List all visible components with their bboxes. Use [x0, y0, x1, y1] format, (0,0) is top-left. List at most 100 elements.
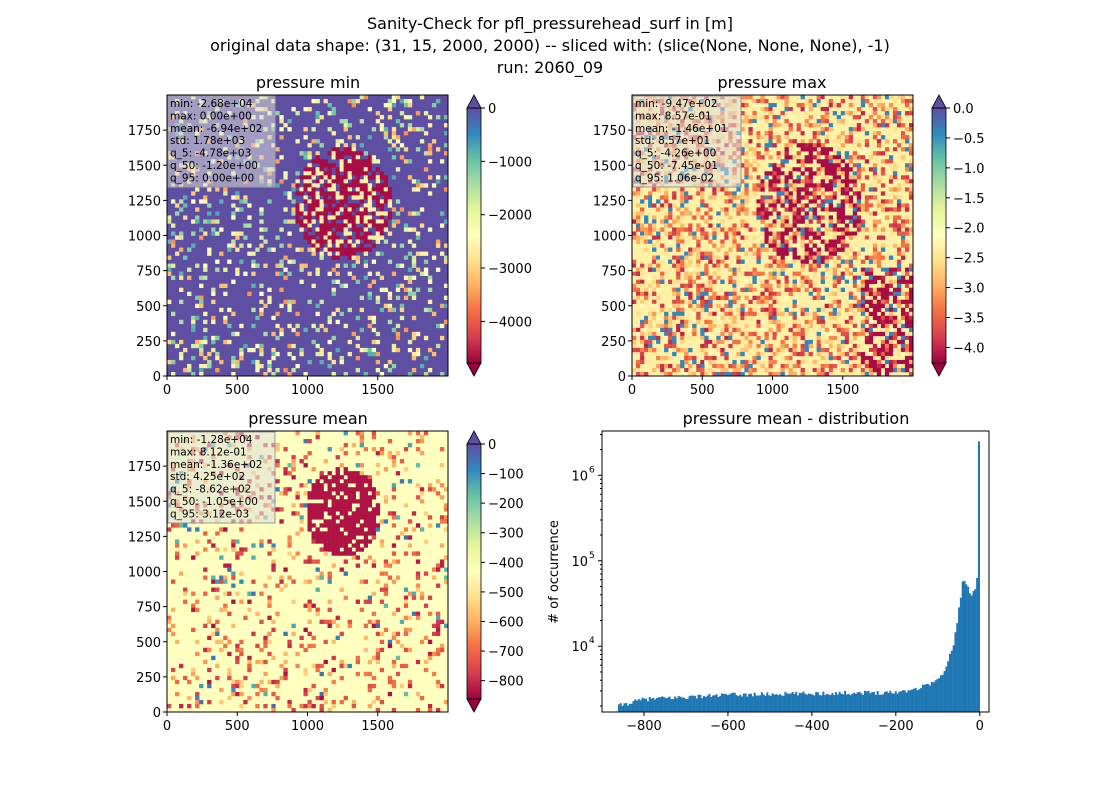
heatmap-cell	[347, 175, 352, 180]
heatmap-cell	[704, 347, 709, 353]
heatmap-cell	[347, 191, 352, 196]
heatmap-cell	[371, 347, 377, 353]
heatmap-cell	[219, 579, 224, 584]
heatmap-cell	[419, 271, 425, 276]
heatmap-cell	[403, 627, 409, 633]
heatmap-cell	[796, 359, 801, 365]
heatmap-cell	[880, 227, 886, 232]
heatmap-cell	[355, 539, 360, 544]
heatmap-cell	[343, 227, 348, 232]
heatmap-cell	[796, 155, 801, 160]
heatmap-cell	[804, 287, 809, 292]
heatmap-cell	[367, 239, 373, 244]
heatmap-cell	[640, 279, 645, 284]
heatmap-cell	[784, 335, 789, 341]
heatmap-cell	[303, 183, 308, 188]
heatmap-cell	[780, 235, 785, 240]
heatmap-cell	[848, 311, 854, 317]
heatmap-cell	[828, 251, 834, 256]
heatmap-cell	[852, 191, 858, 196]
heatmap-cell	[343, 539, 348, 544]
heatmap-cell	[680, 195, 685, 200]
heatmap-cell	[736, 247, 741, 252]
heatmap-cell	[379, 231, 385, 236]
stats-line: std: 1.78e+03	[170, 135, 245, 147]
heatmap-cell	[367, 203, 373, 208]
heatmap-cell	[375, 223, 381, 228]
heatmap-cell	[327, 183, 332, 188]
heatmap-cell	[175, 639, 180, 645]
heatmap-cell	[756, 139, 761, 144]
heatmap-cell	[892, 139, 898, 144]
heatmap-cell	[808, 267, 813, 272]
heatmap-cell	[251, 359, 256, 365]
heatmap-cell	[772, 255, 777, 260]
heatmap-cell	[331, 655, 336, 661]
heatmap-cell	[279, 243, 284, 248]
heatmap-cell	[792, 279, 797, 284]
heatmap-cell	[311, 175, 316, 180]
heatmap-cell	[319, 619, 324, 624]
heatmap-cell	[760, 275, 765, 280]
heatmap-cell	[840, 259, 846, 264]
heatmap-cell	[307, 507, 312, 512]
heatmap-cell	[824, 159, 829, 164]
heatmap-cell	[884, 335, 890, 341]
heatmap-cell	[327, 243, 332, 248]
heatmap-cell	[259, 235, 264, 240]
heatmap-cell	[403, 599, 409, 604]
heatmap-cell	[680, 331, 685, 337]
heatmap-cell	[375, 331, 381, 337]
heatmap-cell	[796, 143, 801, 148]
heatmap-cell	[884, 139, 890, 144]
heatmap-cell	[311, 539, 316, 544]
heatmap-cell	[355, 499, 360, 504]
heatmap-cell	[343, 443, 348, 448]
heatmap-cell	[896, 247, 902, 252]
heatmap-cell	[848, 247, 854, 252]
heatmap-cell	[327, 247, 332, 252]
heatmap-cell	[696, 247, 701, 252]
heatmap-cell	[363, 579, 369, 584]
heatmap-cell	[331, 503, 336, 508]
heatmap-cell	[299, 219, 304, 224]
heatmap-cell	[908, 127, 914, 132]
heatmap-cell	[772, 271, 777, 276]
heatmap-cell	[864, 147, 870, 152]
heatmap-cell	[227, 247, 232, 252]
heatmap-cell	[343, 571, 348, 576]
heatmap-cell	[315, 303, 320, 309]
heatmap-cell	[836, 343, 842, 349]
heatmap-cell	[656, 231, 661, 236]
heatmap-cell	[788, 103, 793, 108]
heatmap-cell	[760, 351, 765, 357]
heatmap-cell	[848, 187, 854, 192]
heatmap-cell	[896, 195, 902, 200]
heatmap-cell	[720, 239, 725, 244]
heatmap-cell	[644, 363, 649, 369]
heatmap-cell	[812, 251, 817, 256]
heatmap-cell	[752, 211, 757, 216]
heatmap-cell	[367, 175, 373, 180]
heatmap-cell	[295, 211, 300, 216]
heatmap-cell	[776, 323, 781, 329]
heatmap-cell	[688, 371, 693, 377]
heatmap-cell	[852, 279, 858, 284]
heatmap-cell	[287, 323, 292, 329]
heatmap-cell	[888, 155, 894, 160]
heatmap-cell	[387, 439, 393, 444]
heatmap-cell	[307, 155, 312, 160]
heatmap-cell	[668, 211, 673, 216]
heatmap-cell	[419, 487, 425, 492]
heatmap-cell	[636, 371, 641, 377]
heatmap-cell	[187, 275, 192, 280]
y-tick-label: 500	[601, 300, 626, 315]
heatmap-cell	[772, 299, 777, 305]
heatmap-cell	[828, 239, 834, 244]
heatmap-cell	[323, 503, 328, 508]
heatmap-cell	[756, 187, 761, 192]
heatmap-cell	[860, 371, 866, 377]
heatmap-cell	[407, 115, 413, 120]
heatmap-cell	[896, 123, 902, 128]
heatmap-cell	[339, 159, 344, 164]
